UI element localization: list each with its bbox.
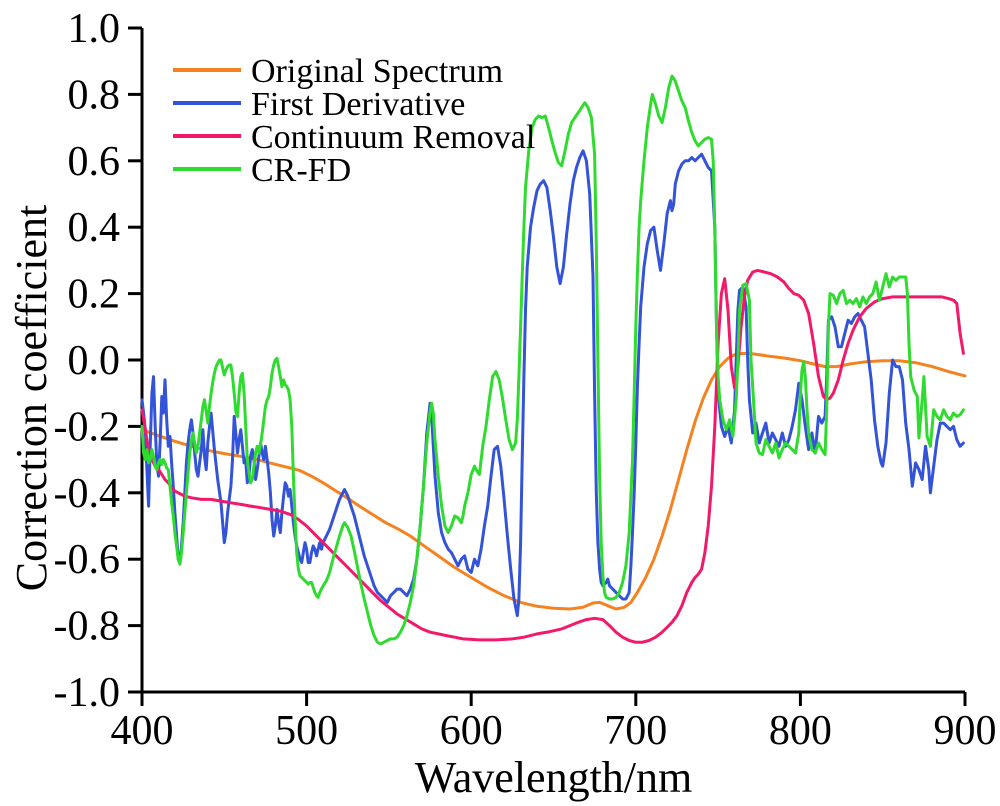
y-tick-label: -0.6 — [54, 537, 121, 583]
series-line-original-spectrum — [140, 351, 967, 611]
y-tick-label: 0.8 — [68, 72, 121, 118]
x-axis-title: Wavelength/nm — [415, 753, 693, 802]
y-axis-title: Correction coefficient — [7, 205, 56, 591]
y-tick-label: -0.2 — [54, 404, 121, 450]
series-line-continuum-removal — [140, 268, 965, 644]
legend-label: First Derivative — [251, 86, 465, 123]
x-tick-label: 900 — [934, 708, 997, 754]
y-tick-label: 0.0 — [68, 338, 121, 384]
y-tick-label: -1.0 — [54, 670, 121, 716]
y-tick-label: -0.8 — [54, 604, 121, 650]
legend-label: Original Spectrum — [251, 53, 503, 90]
y-tick-label: 1.0 — [68, 6, 121, 52]
y-tick-label: 0.2 — [68, 272, 121, 318]
legend-label: CR-FD — [251, 152, 351, 189]
y-tick-label: 0.4 — [68, 205, 121, 251]
x-tick-label: 600 — [440, 708, 503, 754]
x-tick-label: 500 — [275, 708, 338, 754]
y-tick-label: 0.6 — [68, 139, 121, 185]
y-tick-label: -0.4 — [54, 471, 121, 517]
x-tick-label: 700 — [604, 708, 667, 754]
x-tick-label: 400 — [111, 708, 174, 754]
legend-label: Continuum Removal — [251, 119, 535, 156]
x-tick-label: 800 — [769, 708, 832, 754]
series-line-cr-fd — [140, 74, 965, 646]
series-line-first-derivative — [140, 149, 965, 618]
